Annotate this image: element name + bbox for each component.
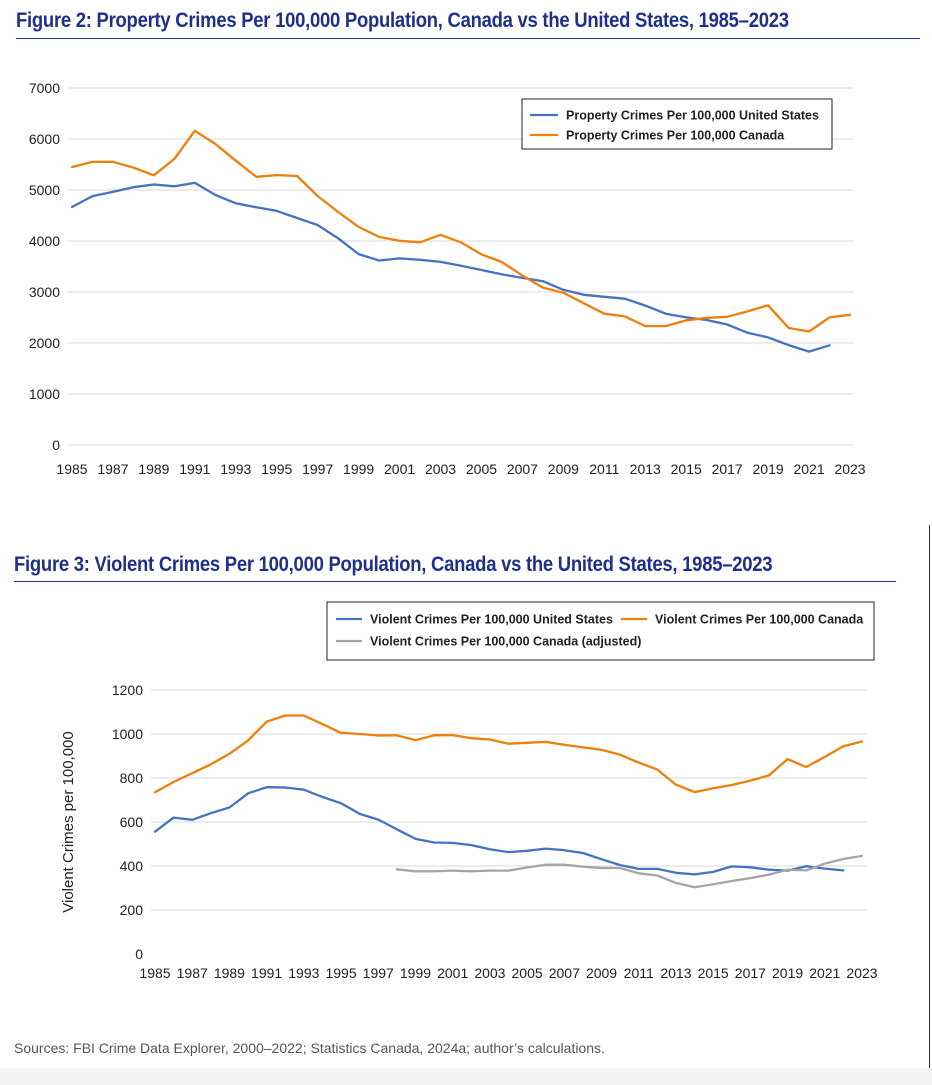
x-tick-label: 1999 bbox=[343, 461, 374, 477]
x-tick-label: 2019 bbox=[753, 461, 784, 477]
y-tick-label: 7000 bbox=[29, 80, 60, 96]
series-line-1 bbox=[70, 181, 831, 353]
x-tick-label: 1987 bbox=[177, 965, 208, 981]
y-tick-label: 200 bbox=[120, 902, 144, 918]
y-tick-label: 0 bbox=[52, 437, 60, 453]
violent-crimes-chart: 0 200 400 600 800 1000 1200 1985 1987 1989 1991 199… bbox=[60, 601, 878, 981]
series-line-3 bbox=[395, 854, 864, 889]
x-tick-label: 1997 bbox=[302, 461, 333, 477]
x-tick-label: 2003 bbox=[474, 965, 505, 981]
x-tick-label: 2005 bbox=[512, 965, 543, 981]
y-tick-label: 400 bbox=[120, 858, 144, 874]
series-line-1 bbox=[153, 786, 845, 876]
y-tick-label: 1200 bbox=[112, 682, 143, 698]
series-line-2 bbox=[153, 714, 864, 794]
legend-label: Violent Crimes Per 100,000 Canada (adjus… bbox=[370, 635, 641, 649]
x-tick-label: 1993 bbox=[220, 461, 251, 477]
x-tick-label: 1991 bbox=[179, 461, 210, 477]
legend-label: Violent Crimes Per 100,000 United States bbox=[370, 613, 613, 627]
x-tick-label: 1999 bbox=[400, 965, 431, 981]
sources-note: Sources: FBI Crime Data Explorer, 2000–2… bbox=[14, 1040, 605, 1056]
legend-label: Violent Crimes Per 100,000 Canada bbox=[655, 613, 864, 627]
x-tick-label: 2007 bbox=[507, 461, 538, 477]
legend-label: Property Crimes Per 100,000 United State… bbox=[566, 109, 819, 123]
y-tick-label: 3000 bbox=[29, 284, 60, 300]
page-bottom-band bbox=[0, 1068, 932, 1085]
series-line-2 bbox=[70, 129, 852, 333]
property-crimes-chart: 0 1000 2000 3000 4000 5000 6000 7000 1985 1987 198… bbox=[29, 80, 866, 477]
y-tick-label: 1000 bbox=[29, 386, 60, 402]
y-tick-label: 2000 bbox=[29, 335, 60, 351]
y-axis-title: Violent Crimes per 100,000 bbox=[60, 731, 77, 913]
x-tick-label: 2015 bbox=[698, 965, 729, 981]
x-tick-label: 1989 bbox=[138, 461, 169, 477]
x-tick-label: 2005 bbox=[466, 461, 497, 477]
x-tick-label: 1995 bbox=[261, 461, 292, 477]
y-tick-label: 800 bbox=[120, 770, 144, 786]
x-tick-label: 2013 bbox=[660, 965, 691, 981]
x-tick-label: 2017 bbox=[735, 965, 766, 981]
figure-3-title-rule bbox=[14, 581, 896, 582]
y-tick-label: 0 bbox=[135, 946, 143, 962]
y-tick-label: 5000 bbox=[29, 182, 60, 198]
legend-label: Property Crimes Per 100,000 Canada bbox=[566, 129, 785, 143]
figure-2-title: Figure 2: Property Crimes Per 100,000 Po… bbox=[16, 9, 789, 32]
y-tick-label: 4000 bbox=[29, 233, 60, 249]
y-tick-label: 6000 bbox=[29, 131, 60, 147]
x-tick-label: 1985 bbox=[139, 965, 170, 981]
x-tick-label: 2011 bbox=[589, 461, 619, 477]
x-tick-label: 1985 bbox=[56, 461, 87, 477]
x-tick-label: 2007 bbox=[549, 965, 580, 981]
figure-2-title-rule bbox=[16, 38, 920, 39]
x-tick-label: 2013 bbox=[630, 461, 661, 477]
x-tick-label: 2001 bbox=[384, 461, 415, 477]
x-tick-label: 2021 bbox=[809, 965, 840, 981]
x-tick-label: 2023 bbox=[846, 965, 877, 981]
x-tick-label: 2017 bbox=[712, 461, 743, 477]
x-tick-label: 1993 bbox=[288, 965, 319, 981]
y-tick-label: 600 bbox=[120, 814, 144, 830]
x-tick-label: 2019 bbox=[772, 965, 803, 981]
x-tick-label: 2003 bbox=[425, 461, 456, 477]
x-tick-label: 2015 bbox=[671, 461, 702, 477]
legend-box bbox=[521, 98, 833, 150]
figure-3-title: Figure 3: Violent Crimes Per 100,000 Pop… bbox=[14, 553, 773, 576]
x-tick-label: 2011 bbox=[624, 965, 654, 981]
x-tick-label: 1991 bbox=[251, 965, 282, 981]
x-tick-label: 2009 bbox=[586, 965, 617, 981]
legend-box bbox=[326, 601, 875, 661]
page-edge-divider bbox=[929, 525, 930, 1070]
x-tick-label: 2023 bbox=[834, 461, 865, 477]
x-tick-label: 1997 bbox=[363, 965, 394, 981]
y-tick-label: 1000 bbox=[112, 726, 143, 742]
x-tick-label: 2021 bbox=[793, 461, 824, 477]
x-tick-label: 1995 bbox=[325, 965, 356, 981]
x-tick-label: 1987 bbox=[97, 461, 128, 477]
x-tick-label: 1989 bbox=[214, 965, 245, 981]
x-tick-label: 2009 bbox=[548, 461, 579, 477]
x-tick-label: 2001 bbox=[437, 965, 468, 981]
